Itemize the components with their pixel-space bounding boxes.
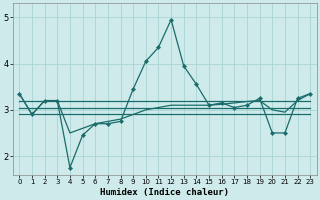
X-axis label: Humidex (Indice chaleur): Humidex (Indice chaleur) bbox=[100, 188, 229, 197]
